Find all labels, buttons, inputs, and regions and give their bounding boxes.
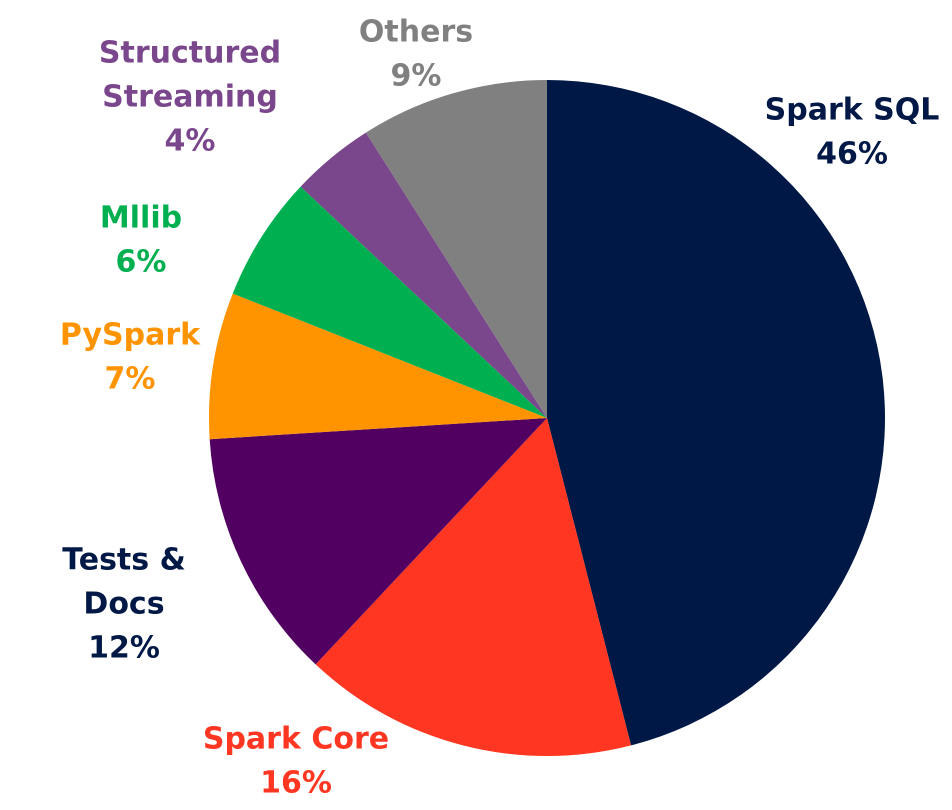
- slice-name-label: Structured: [99, 36, 281, 71]
- slice-name-label: PySpark: [60, 318, 201, 353]
- pie-labels: Spark SQL 46% Spark Core 16% Tests & Docs 12% P…: [60, 15, 939, 801]
- slice-name-label: Others: [359, 15, 473, 50]
- slice-label-group: Tests & Docs 12%: [62, 543, 186, 666]
- slice-label-group: Spark SQL 46%: [765, 93, 940, 172]
- pie-slice-others: [365, 80, 547, 418]
- slice-name-label: Docs: [83, 587, 164, 622]
- pie-slice-mllib: [232, 186, 548, 418]
- pie-slices: [209, 80, 885, 757]
- slice-name-label: Streaming: [102, 80, 278, 115]
- slice-name-label: Tests &: [62, 543, 186, 578]
- pie-slice-pyspark: [209, 293, 548, 440]
- pie-slice-structured-streaming: [300, 132, 547, 418]
- slice-value-label: 6%: [116, 245, 167, 280]
- slice-value-label: 4%: [165, 124, 216, 159]
- slice-value-label: 46%: [816, 137, 888, 172]
- slice-name-label: Mllib: [100, 201, 182, 236]
- slice-name-label: Spark SQL: [765, 93, 940, 128]
- slice-value-label: 9%: [391, 59, 442, 94]
- slice-value-label: 12%: [88, 631, 160, 666]
- slice-value-label: 7%: [105, 362, 156, 397]
- slice-label-group: Structured Streaming 4%: [99, 36, 281, 159]
- pie-slice-tests-docs: [209, 418, 548, 665]
- pie-slice-spark-sql: [547, 80, 885, 746]
- slice-name-label: Spark Core: [203, 722, 389, 757]
- pie-slice-spark-core: [315, 418, 632, 757]
- slice-label-group: Mllib 6%: [100, 201, 182, 280]
- slice-label-group: PySpark 7%: [60, 318, 201, 397]
- slice-label-group: Others 9%: [359, 15, 473, 94]
- slice-label-group: Spark Core 16%: [203, 722, 389, 801]
- slice-value-label: 16%: [260, 766, 332, 801]
